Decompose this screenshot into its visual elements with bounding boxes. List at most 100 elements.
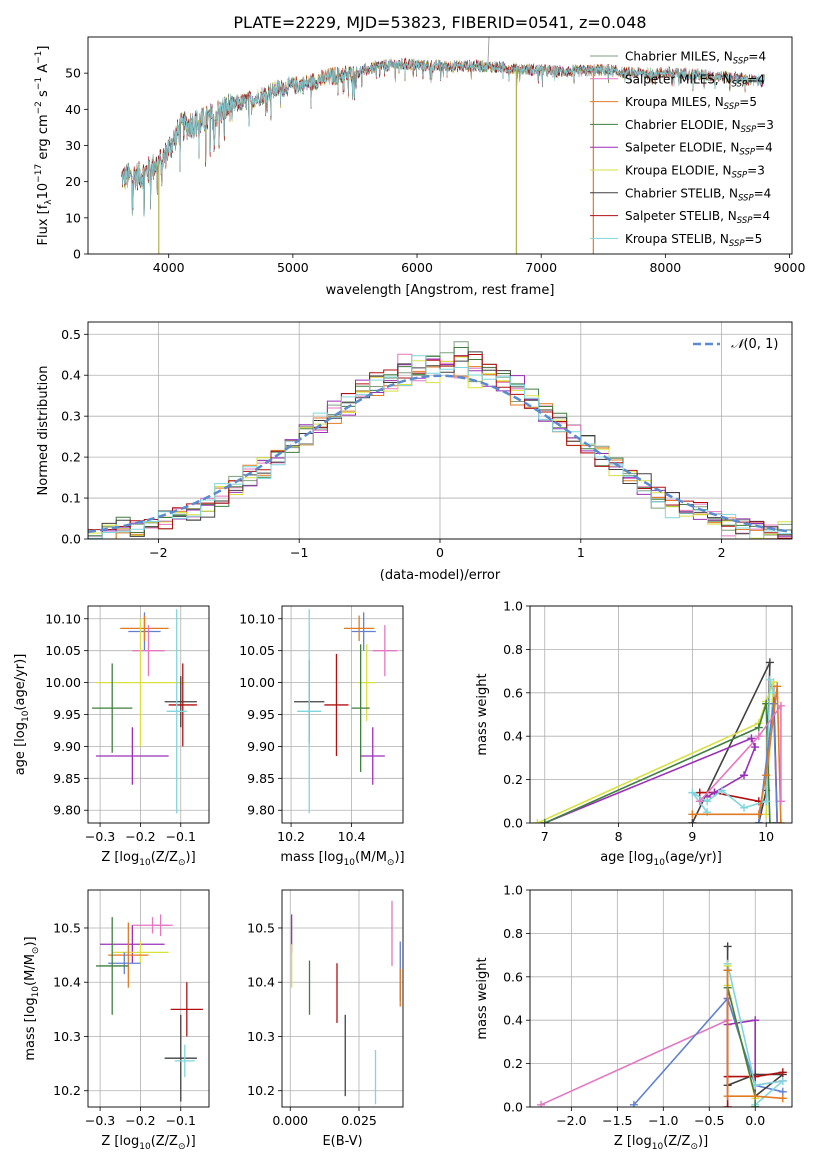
ytick-label: 9.85 — [53, 771, 81, 786]
weight-series-5 — [688, 675, 778, 817]
weight-marker — [751, 1016, 760, 1025]
xtick-label: 7000 — [525, 260, 557, 275]
weight-marker — [629, 1100, 638, 1107]
y-axis-label: Normed distribution — [36, 366, 51, 496]
weight-marker — [723, 966, 732, 975]
axes-frame — [87, 36, 793, 255]
xtick-label: 1 — [577, 545, 585, 560]
xtick-label: 2 — [718, 545, 726, 560]
ytick-label: 9.95 — [247, 707, 275, 722]
weight-marker — [751, 1103, 760, 1107]
ytick-label: 1.0 — [503, 599, 523, 614]
reference-legend-label: 𝒩(0, 1) — [731, 337, 778, 352]
axes-frame — [281, 605, 404, 824]
spectrum-spike — [487, 37, 490, 66]
weight-marker — [747, 734, 756, 743]
ytick-label: 1.0 — [503, 883, 523, 898]
weight-marker — [769, 699, 778, 708]
spectrum-legend: Chabrier MILES, NSSP=4 Salpeter MILES, NS… — [590, 50, 774, 249]
legend-label-6: Chabrier STELIB, NSSP=4 — [625, 186, 771, 203]
legend-label-3: Chabrier ELODIE, NSSP=3 — [625, 118, 774, 135]
panel-age_vs_Z: −0.3 −0.2 −0.1 9.80 9.85 9.90 9.95 10.00 10.05 10… — [13, 605, 210, 868]
errorbar-4 — [92, 663, 133, 753]
weight-series-7 — [688, 682, 785, 823]
xtick-label: 10.2 — [277, 829, 305, 844]
errorbar-5 — [164, 676, 197, 728]
ytick-label: 9.85 — [247, 771, 275, 786]
errorbar-8 — [164, 1014, 197, 1102]
ytick-label: 10.05 — [239, 643, 275, 658]
ytick-label: 10.2 — [53, 1083, 81, 1098]
weight-series-1 — [629, 994, 787, 1107]
ytick-label: 9.90 — [53, 739, 81, 754]
weight-marker — [765, 658, 774, 667]
ytick-label: 10.5 — [247, 920, 275, 935]
xtick-label: 10 — [758, 829, 774, 844]
panel-residuals: −2 −1 0 1 2 0.0 0.1 0.2 0.3 0.4 0.5 𝒩(0, 1) (data-mo… — [36, 321, 793, 583]
ytick-label: 10.3 — [247, 1029, 275, 1044]
weight-line — [726, 963, 786, 1106]
weight-marker — [703, 797, 712, 806]
axes-frame — [87, 605, 210, 824]
panel-weight_vs_Z: −2.0 −1.5 −1.0 −0.5 0.0 0.0 0.2 0.4 0.6 0.8 1.0 Z [… — [475, 883, 793, 1152]
errorbar-1 — [344, 615, 375, 642]
errorbars — [290, 900, 401, 1105]
ytick-label: 40 — [65, 102, 81, 117]
weight-series-4 — [540, 699, 774, 823]
weight-marker — [688, 788, 697, 797]
weight-marker — [540, 819, 549, 823]
xtick-label: 0.0 — [745, 1113, 765, 1128]
xtick-label: −2.0 — [556, 1113, 586, 1128]
weight-marker — [695, 788, 704, 797]
errorbar-6 — [324, 653, 349, 756]
ytick-label: 0.2 — [503, 772, 523, 787]
weight-marker — [776, 797, 785, 806]
ytick-label: 0.2 — [61, 450, 81, 465]
legend-label-8: Kroupa STELIB, NSSP=5 — [625, 232, 762, 249]
xtick-label: −1 — [290, 545, 308, 560]
x-axis-label: mass [log10(M/M⊙)] — [280, 850, 404, 868]
errorbar-7 — [297, 609, 322, 814]
ytick-label: 10.2 — [247, 1083, 275, 1098]
ytick-label: 10.4 — [53, 975, 81, 990]
xtick-label: −2 — [149, 545, 167, 560]
ytick-label: 0.6 — [503, 969, 523, 984]
weight-series-8 — [695, 701, 785, 806]
ytick-label: 20 — [65, 174, 81, 189]
legend-label-5: Kroupa ELODIE, NSSP=3 — [625, 164, 765, 181]
ytick-label: 50 — [65, 66, 81, 81]
weight-marker — [723, 942, 732, 951]
histogram-8 — [88, 355, 792, 539]
panel-age_vs_mass: 10.2 10.4 9.80 9.85 9.90 9.95 10.00 10.05 10.10 m… — [239, 605, 405, 868]
legend-label-4: Salpeter ELODIE, NSSP=4 — [625, 141, 773, 158]
ytick-label: 10.3 — [53, 1029, 81, 1044]
ytick-label: 0.4 — [61, 368, 81, 383]
xtick-label: 0 — [436, 545, 444, 560]
errorbar-5 — [108, 952, 141, 975]
xtick-label: −0.2 — [125, 829, 155, 844]
panel-spectrum: 4000 5000 6000 7000 8000 9000 0 10 20 30 40 50 wavel… — [34, 36, 805, 298]
weight-marker — [778, 1068, 787, 1077]
x-axis-label: Z [log10(Z/Z⊙)] — [101, 850, 195, 868]
xtick-label: 5000 — [277, 260, 309, 275]
weight-series-6 — [754, 699, 782, 823]
ytick-label: 9.80 — [247, 803, 275, 818]
x-axis-label: Z [log10(Z/Z⊙)] — [614, 1134, 708, 1152]
weight-marker — [717, 786, 726, 795]
errorbar-8 — [360, 727, 385, 785]
ytick-label: 0.4 — [503, 1013, 523, 1028]
errorbar-2 — [132, 625, 165, 677]
weight-marker — [754, 810, 763, 819]
weight-line — [691, 679, 775, 813]
weight-marker — [754, 732, 763, 741]
xtick-label: −0.1 — [166, 829, 196, 844]
weight-marker — [773, 819, 782, 823]
weight-marker — [751, 743, 760, 752]
weight-marker — [762, 771, 771, 780]
weight-line — [537, 681, 775, 823]
errorbar-8 — [96, 727, 169, 785]
weight-marker — [688, 819, 697, 823]
axes-frame — [281, 889, 404, 1108]
xtick-label: 8 — [615, 829, 623, 844]
weight-marker — [688, 810, 697, 819]
